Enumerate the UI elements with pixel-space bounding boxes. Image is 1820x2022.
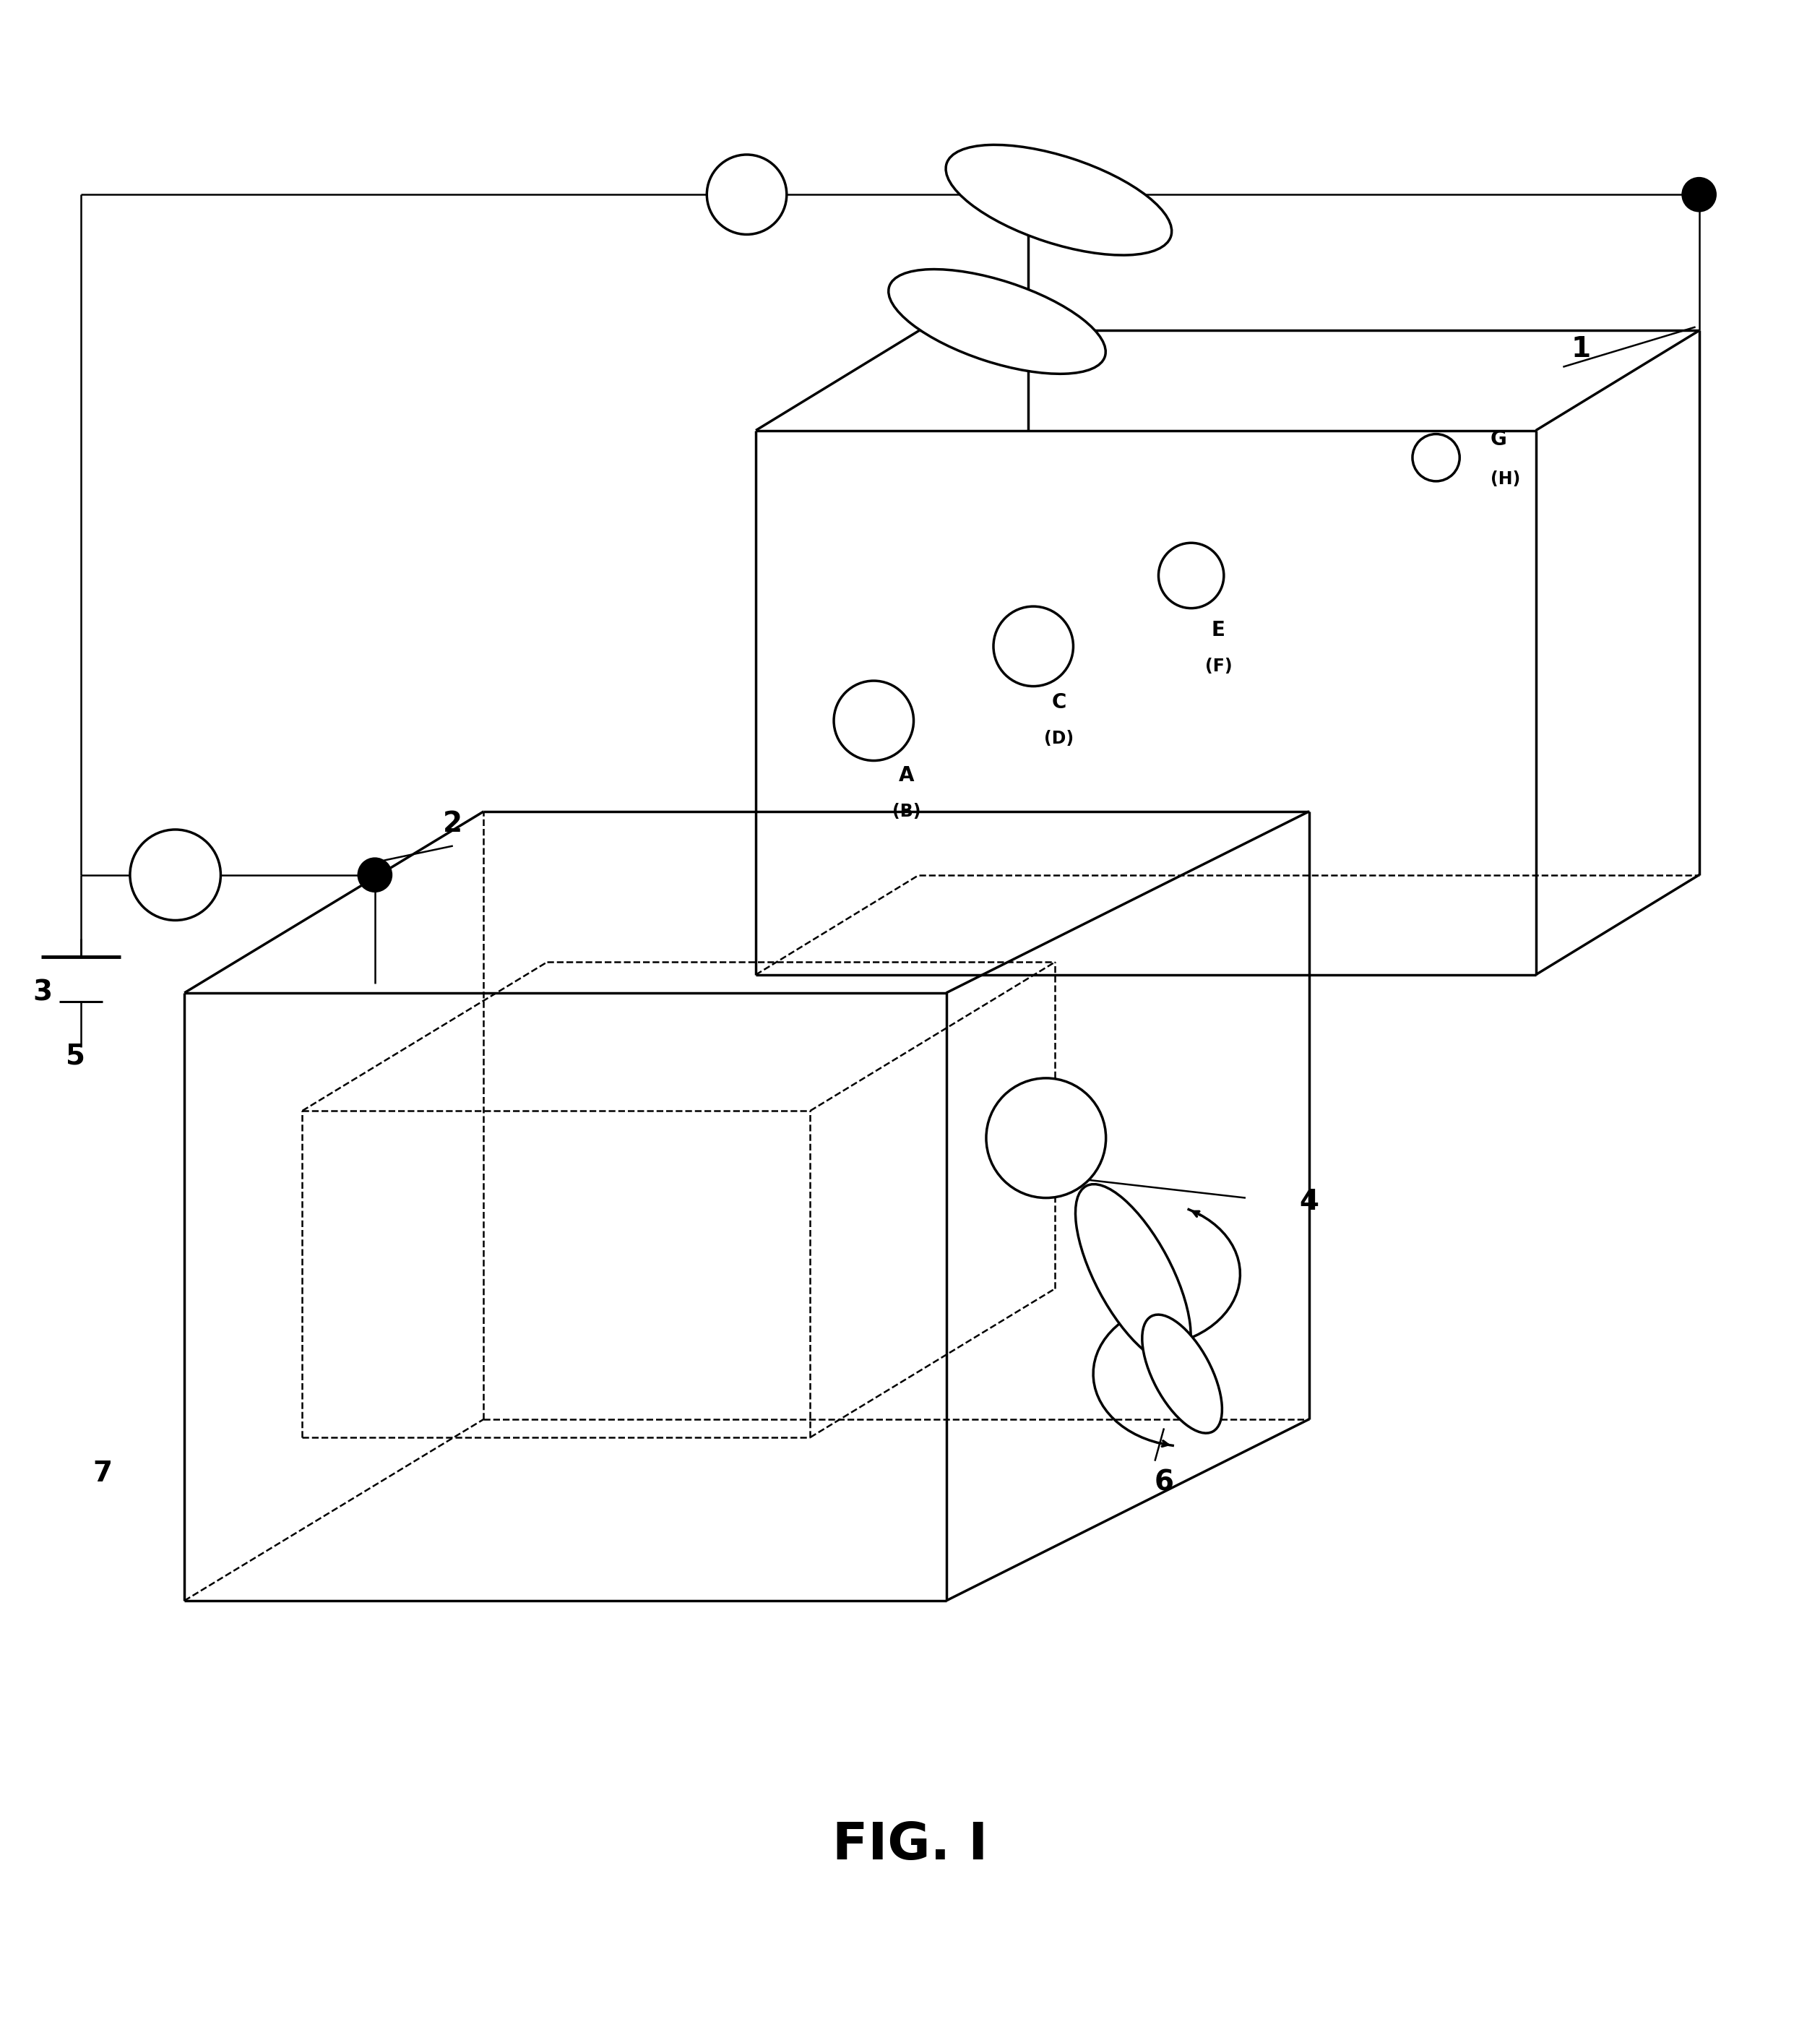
- Text: 3: 3: [33, 979, 53, 1007]
- Ellipse shape: [946, 146, 1172, 255]
- Text: 6: 6: [1154, 1470, 1174, 1496]
- Circle shape: [706, 154, 786, 235]
- Circle shape: [1684, 178, 1716, 210]
- Text: (B): (B): [892, 803, 921, 821]
- Circle shape: [986, 1078, 1107, 1197]
- Text: G: G: [1491, 429, 1507, 449]
- Text: 5: 5: [66, 1043, 86, 1070]
- Text: (F): (F): [1205, 657, 1232, 675]
- Circle shape: [834, 681, 914, 760]
- Text: (D): (D): [1045, 730, 1074, 748]
- Text: 7: 7: [93, 1460, 113, 1488]
- Text: E: E: [1212, 621, 1225, 641]
- Circle shape: [1412, 435, 1460, 481]
- Text: A: A: [899, 764, 914, 785]
- Text: 1: 1: [1571, 336, 1591, 362]
- Circle shape: [1159, 542, 1223, 609]
- Circle shape: [129, 829, 220, 920]
- Text: 4: 4: [1299, 1187, 1320, 1215]
- Text: (H): (H): [1491, 471, 1520, 487]
- Circle shape: [359, 859, 391, 892]
- Ellipse shape: [888, 269, 1105, 374]
- Text: FIG. I: FIG. I: [832, 1820, 988, 1870]
- Circle shape: [1012, 192, 1045, 224]
- Text: C: C: [1052, 692, 1067, 712]
- Text: 2: 2: [442, 811, 462, 837]
- Circle shape: [994, 607, 1074, 685]
- Ellipse shape: [1143, 1314, 1221, 1434]
- Circle shape: [1012, 313, 1045, 348]
- Ellipse shape: [1076, 1185, 1190, 1365]
